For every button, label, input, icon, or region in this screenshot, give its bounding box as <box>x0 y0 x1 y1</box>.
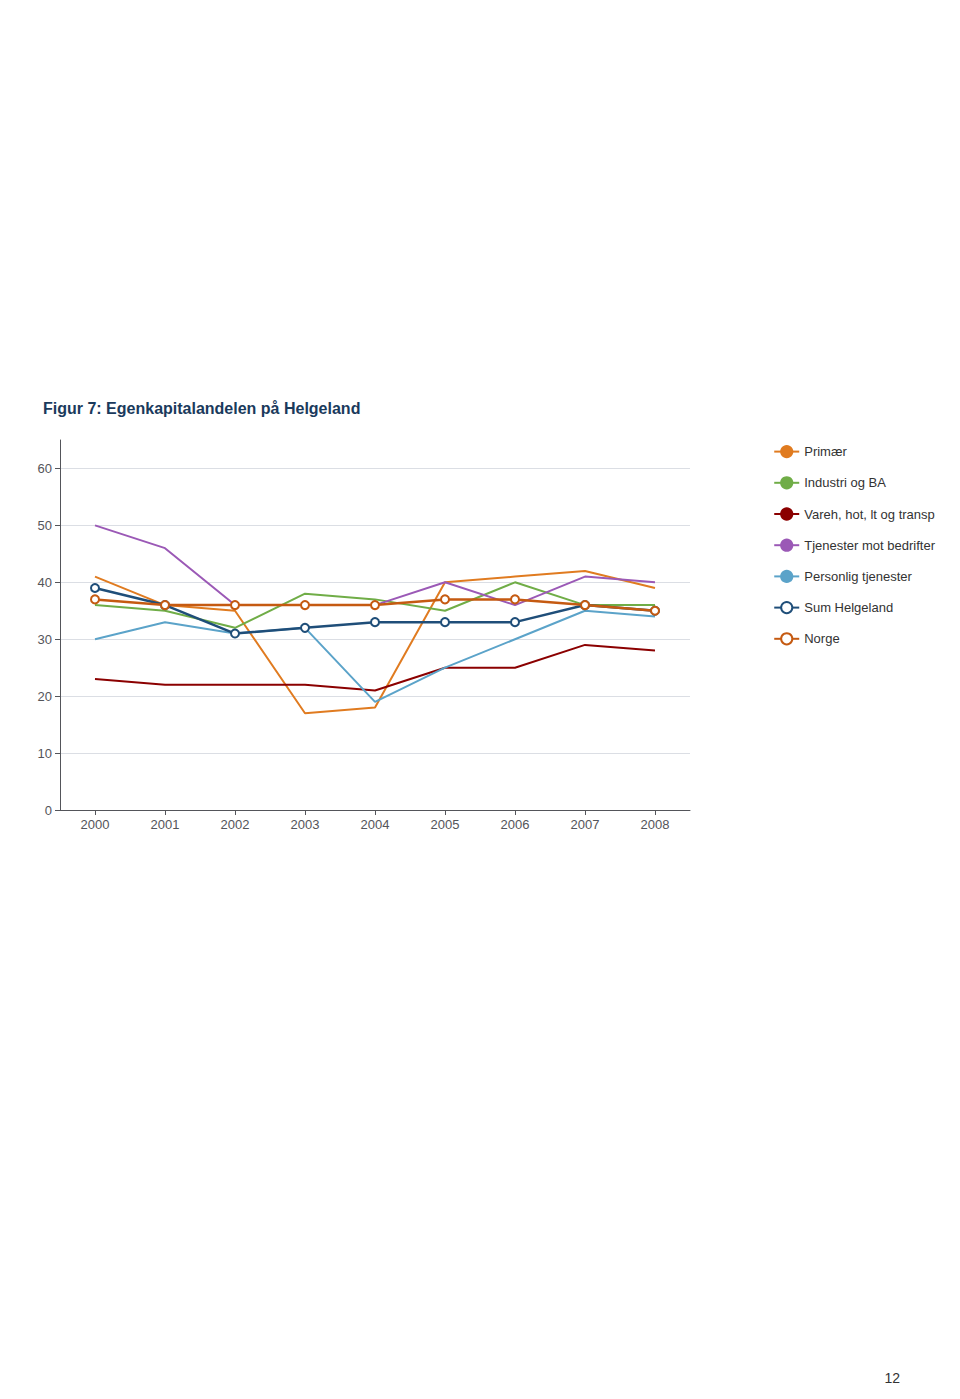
svg-text:2007: 2007 <box>571 817 600 832</box>
svg-text:2006: 2006 <box>501 817 530 832</box>
svg-text:2003: 2003 <box>291 817 320 832</box>
svg-text:50: 50 <box>38 518 52 533</box>
svg-text:Sum Helgeland: Sum Helgeland <box>804 600 893 615</box>
svg-text:Figur 7: Egenkapitalandelen på: Figur 7: Egenkapitalandelen på Helgeland <box>43 400 360 417</box>
svg-text:10: 10 <box>38 746 52 761</box>
svg-text:Industri og BA: Industri og BA <box>804 475 886 490</box>
svg-text:20: 20 <box>38 689 52 704</box>
svg-text:2001: 2001 <box>151 817 180 832</box>
svg-text:2008: 2008 <box>641 817 670 832</box>
svg-text:2000: 2000 <box>81 817 110 832</box>
svg-text:60: 60 <box>38 461 52 476</box>
svg-text:Tjenester mot bedrifter: Tjenester mot bedrifter <box>804 538 935 553</box>
svg-text:12: 12 <box>884 1370 900 1386</box>
svg-text:2004: 2004 <box>361 817 390 832</box>
svg-text:0: 0 <box>45 803 52 818</box>
svg-text:40: 40 <box>38 575 52 590</box>
svg-text:2002: 2002 <box>221 817 250 832</box>
svg-text:Vareh, hot, lt og transp: Vareh, hot, lt og transp <box>804 507 935 522</box>
svg-text:30: 30 <box>38 632 52 647</box>
svg-text:Personlig tjenester: Personlig tjenester <box>804 569 912 584</box>
svg-text:2005: 2005 <box>431 817 460 832</box>
svg-text:Primær: Primær <box>804 444 847 459</box>
svg-text:Norge: Norge <box>804 631 839 646</box>
